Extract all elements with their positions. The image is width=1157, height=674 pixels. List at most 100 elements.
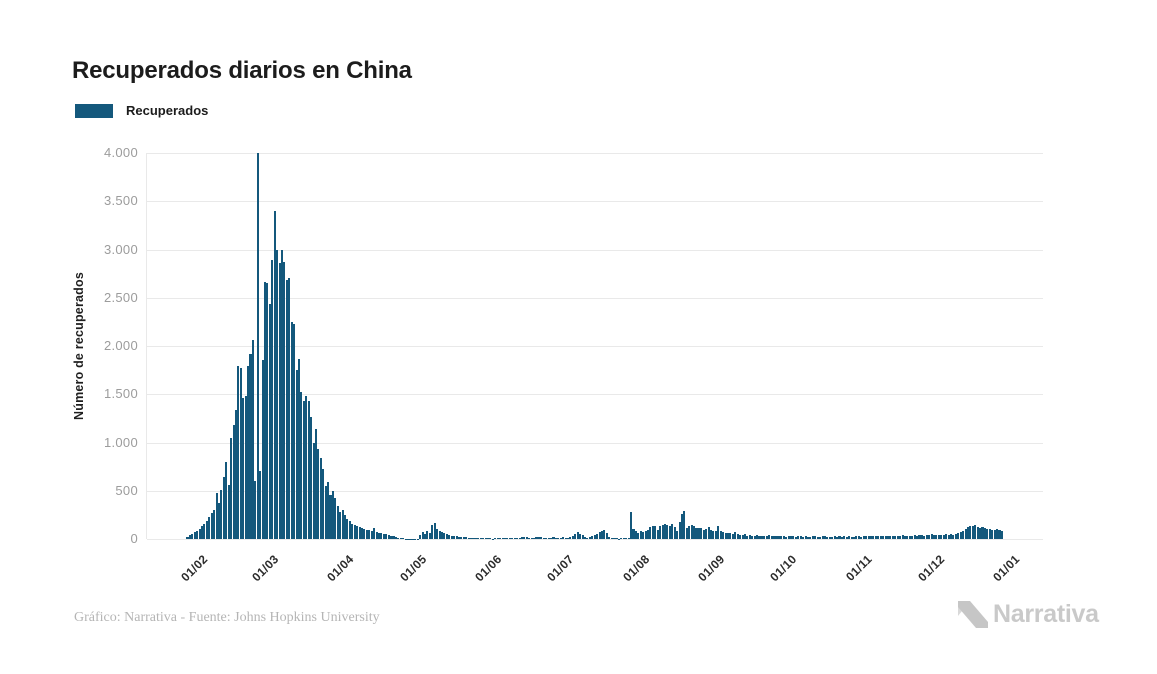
bar	[278, 263, 281, 539]
bar	[334, 497, 337, 539]
bar	[651, 525, 654, 539]
bar	[843, 536, 846, 539]
bar	[666, 524, 669, 539]
brand-name: Narrativa	[993, 600, 1099, 628]
bar	[336, 506, 339, 539]
bar	[613, 538, 616, 539]
y-tick-label: 2.500	[103, 289, 138, 305]
bar	[508, 537, 511, 539]
bar	[622, 538, 625, 539]
bar	[661, 524, 664, 539]
bar	[605, 533, 608, 539]
bar	[758, 535, 761, 539]
bar	[719, 530, 722, 539]
bar	[213, 510, 216, 539]
bar	[307, 401, 310, 539]
bar	[860, 536, 863, 539]
bar	[598, 532, 601, 539]
legend-label: Recuperados	[126, 103, 209, 118]
bar	[804, 536, 807, 539]
bar	[700, 528, 703, 539]
bar	[886, 535, 889, 539]
bar	[712, 530, 715, 539]
bar	[971, 526, 974, 539]
bar	[249, 353, 252, 539]
bar	[293, 323, 296, 539]
bar	[472, 537, 475, 539]
bar	[280, 250, 284, 539]
bar	[710, 529, 713, 539]
page-title: Recuperados diarios en China	[72, 57, 412, 85]
bar	[518, 537, 521, 539]
x-tick-label: 01/07	[544, 552, 577, 585]
bar	[632, 528, 635, 539]
bar	[268, 303, 271, 539]
bar	[341, 510, 344, 539]
bar	[554, 538, 557, 539]
bar	[593, 534, 596, 539]
bar	[496, 538, 499, 539]
bar	[443, 533, 446, 539]
bar	[562, 537, 565, 539]
bar	[690, 524, 693, 539]
bar	[276, 250, 279, 539]
bar	[516, 538, 519, 539]
bar	[869, 536, 873, 539]
bar	[196, 530, 199, 539]
bar	[375, 532, 378, 539]
legend-swatch-icon	[75, 103, 113, 118]
bar	[295, 370, 298, 539]
bar	[440, 531, 443, 539]
bar	[945, 534, 948, 539]
bar	[588, 537, 591, 539]
bar	[646, 529, 650, 539]
bar	[794, 536, 797, 539]
bar	[523, 536, 526, 539]
bar	[487, 538, 490, 539]
x-tick-label: 01/11	[843, 552, 876, 584]
bar	[511, 538, 514, 539]
bar	[853, 536, 856, 539]
y-tick-label: 3.500	[103, 193, 138, 209]
bar	[591, 536, 594, 539]
bar	[974, 525, 977, 539]
bar	[850, 536, 853, 539]
y-tick-label: 2.000	[103, 338, 138, 353]
bar	[964, 528, 967, 539]
bar	[751, 535, 754, 539]
bar	[285, 280, 288, 539]
bar	[579, 533, 582, 539]
bar	[983, 528, 986, 539]
gridline	[147, 442, 1043, 444]
bar	[310, 417, 313, 539]
bar	[882, 536, 885, 539]
bar	[460, 536, 463, 539]
bar	[242, 398, 245, 539]
brand-logo: Narrativa	[958, 600, 1099, 629]
bar	[344, 514, 347, 539]
bar	[251, 340, 254, 539]
bar	[353, 524, 356, 539]
plot-area	[146, 153, 1043, 540]
bar	[620, 538, 623, 539]
source-credit: Gráfico: Narrativa - Fuente: Johns Hopki…	[74, 610, 380, 625]
bar	[787, 536, 790, 539]
bar	[879, 535, 882, 539]
bar	[600, 530, 603, 539]
bar	[188, 535, 191, 539]
bar	[559, 537, 562, 539]
gridline	[147, 394, 1043, 396]
bar	[186, 536, 189, 539]
bar	[918, 535, 921, 539]
bar	[685, 528, 688, 539]
bar	[840, 536, 843, 539]
bar	[933, 534, 936, 539]
x-tick-label: 01/04	[324, 552, 357, 585]
bar	[746, 535, 749, 539]
bar	[1000, 530, 1003, 539]
bar	[940, 534, 943, 539]
bar	[816, 536, 819, 539]
bar	[642, 531, 645, 539]
bar	[205, 521, 208, 539]
bar	[499, 537, 502, 539]
